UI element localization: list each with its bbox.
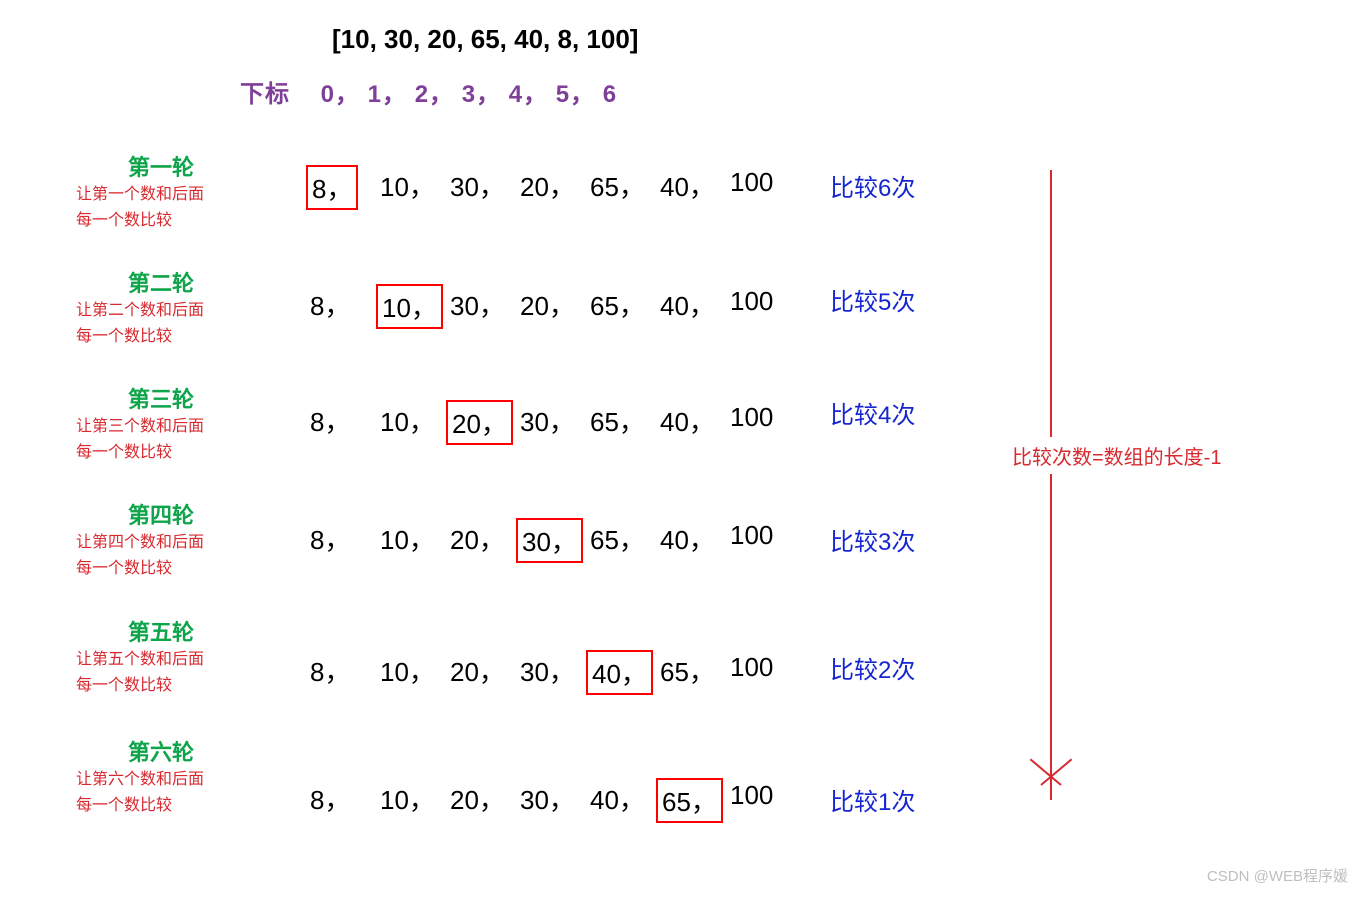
number-item: 100 [726,284,777,319]
compare-count: 比较2次 [830,650,915,685]
index-values: 0， 1， 2， 3， 4， 5， 6 [321,81,617,108]
round-title: 第三轮 [76,382,246,414]
round-desc-line: 让第二个数和后面 [76,298,246,324]
number-item: 65， [586,400,649,441]
number-item: 30， [516,650,579,691]
arrow-head-icon [1025,770,1077,810]
number-item: 30， [516,518,583,563]
number-item: 100 [726,518,777,553]
number-item: 40， [656,284,719,325]
round-left-block: 第五轮让第五个数和后面每一个数比较 [76,615,246,698]
number-item: 8， [306,165,358,210]
watermark: CSDN @WEB程序媛 [1207,865,1348,886]
number-item: 65， [586,518,649,559]
round-left-block: 第六轮让第六个数和后面每一个数比较 [76,735,246,818]
number-item: 10， [376,518,439,559]
number-item: 40， [656,518,719,559]
number-item: 65， [656,650,719,691]
round-desc-line: 让第三个数和后面 [76,414,246,440]
side-note: 比较次数=数组的长度-1 [1010,437,1223,474]
number-item: 10， [376,165,439,206]
compare-count: 比较3次 [830,522,915,557]
round-title: 第五轮 [76,615,246,647]
number-item: 10， [376,400,439,441]
number-item: 40， [656,400,719,441]
number-item: 65， [586,284,649,325]
number-item: 40， [586,778,649,819]
round-desc-line: 每一个数比较 [76,556,246,582]
round-title: 第二轮 [76,266,246,298]
number-item: 65， [656,778,723,823]
compare-count: 比较6次 [830,168,915,203]
compare-count: 比较4次 [830,395,915,430]
number-item: 20， [446,778,509,819]
number-item: 10， [376,284,443,329]
number-item: 40， [586,650,653,695]
number-item: 100 [726,650,777,685]
round-desc-line: 让第六个数和后面 [76,767,246,793]
number-item: 30， [516,400,579,441]
round-desc-line: 每一个数比较 [76,208,246,234]
number-item: 100 [726,400,777,435]
round-title: 第四轮 [76,498,246,530]
round-left-block: 第二轮让第二个数和后面每一个数比较 [76,266,246,349]
index-label: 下标 [240,81,290,108]
number-item: 100 [726,165,777,200]
round-desc-line: 每一个数比较 [76,324,246,350]
number-item: 40， [656,165,719,206]
compare-count: 比较1次 [830,782,915,817]
number-item: 20， [446,400,513,445]
number-item: 10， [376,650,439,691]
number-item: 20， [516,284,579,325]
number-item: 30， [446,284,509,325]
number-item: 20， [446,518,509,559]
round-title: 第六轮 [76,735,246,767]
round-left-block: 第三轮让第三个数和后面每一个数比较 [76,382,246,465]
number-item: 8， [306,284,354,325]
index-row: 下标 0， 1， 2， 3， 4， 5， 6 [240,74,617,109]
number-item: 10， [376,778,439,819]
number-item: 65， [586,165,649,206]
number-item: 8， [306,650,354,691]
round-desc-line: 让第四个数和后面 [76,530,246,556]
round-desc-line: 每一个数比较 [76,440,246,466]
number-item: 30， [516,778,579,819]
arrow-line [1050,170,1052,800]
compare-count: 比较5次 [830,282,915,317]
number-item: 8， [306,400,354,441]
number-item: 20， [446,650,509,691]
number-item: 8， [306,778,354,819]
round-left-block: 第一轮让第一个数和后面每一个数比较 [76,150,246,233]
round-left-block: 第四轮让第四个数和后面每一个数比较 [76,498,246,581]
number-item: 100 [726,778,777,813]
number-item: 8， [306,518,354,559]
round-desc-line: 让第五个数和后面 [76,647,246,673]
array-literal: [10, 30, 20, 65, 40, 8, 100] [332,24,638,55]
round-desc-line: 每一个数比较 [76,793,246,819]
round-desc-line: 让第一个数和后面 [76,182,246,208]
round-title: 第一轮 [76,150,246,182]
number-item: 20， [516,165,579,206]
round-desc-line: 每一个数比较 [76,673,246,699]
number-item: 30， [446,165,509,206]
